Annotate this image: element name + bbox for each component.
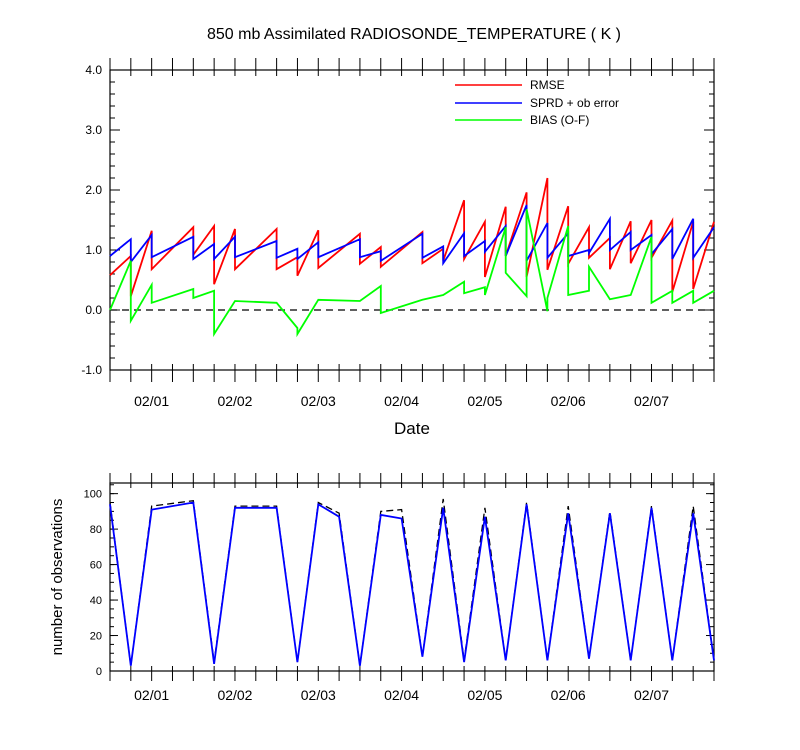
- y-tick-label: 40: [90, 595, 102, 607]
- plot-frame-1: [109, 482, 715, 672]
- bottom-chart-axes: 0 20 40 60 80 100 02/01 02/02 02/03 02/04 02/05 02/…: [84, 473, 715, 703]
- y-tick-label: 0.0: [85, 303, 102, 317]
- plot-frame-0: [109, 69, 715, 371]
- x-tick-label: 02/02: [217, 393, 252, 409]
- x-tick-label: 02/04: [384, 393, 419, 409]
- y-tick-label: 2.0: [85, 183, 102, 197]
- top-chart-series: [109, 177, 715, 338]
- x-tick-label: 02/05: [467, 687, 502, 703]
- y-tick-label: 0: [96, 666, 102, 678]
- y-tick-label: 3.0: [85, 123, 102, 137]
- x-tick-label: 02/05: [467, 393, 502, 409]
- x-tick-label: 02/06: [551, 393, 586, 409]
- y-tick-label: 20: [90, 631, 102, 643]
- top-chart-xlabel: Date: [394, 419, 430, 438]
- series-line-observations-assimilated-: [109, 501, 715, 666]
- x-tick-label: 02/01: [134, 687, 169, 703]
- top-chart-title: 850 mb Assimilated RADIOSONDE_TEMPERATUR…: [207, 26, 621, 43]
- series-line-sprd-ob-error: [109, 204, 715, 267]
- y-tick-label: 60: [90, 560, 102, 572]
- y-tick-label: 1.0: [85, 243, 102, 257]
- y-tick-label: 80: [90, 524, 102, 536]
- x-tick-label: 02/06: [551, 687, 586, 703]
- x-tick-label: 02/04: [384, 687, 419, 703]
- legend-bias-label: BIAS (O-F): [530, 113, 589, 127]
- legend: RMSE SPRD + ob error BIAS (O-F): [455, 78, 619, 127]
- x-tick-label: 02/03: [301, 393, 336, 409]
- legend-rmse-label: RMSE: [530, 78, 565, 92]
- bottom-chart-ylabel: number of observations: [49, 499, 66, 656]
- y-tick-label: 100: [84, 489, 102, 501]
- bottom-chart-series: [109, 498, 715, 666]
- x-tick-label: 02/02: [217, 687, 252, 703]
- series-line-bias-o-f-: [109, 209, 715, 338]
- top-chart-axes: -1.0 0.0 1.0 2.0 3.0 4.0 02/01 02/02 02/03 02/04 0…: [81, 58, 715, 409]
- legend-sprd-label: SPRD + ob error: [530, 96, 619, 110]
- series-line-rmse: [109, 177, 715, 297]
- y-tick-label: -1.0: [81, 363, 102, 377]
- x-tick-label: 02/03: [301, 687, 336, 703]
- x-tick-label: 02/07: [634, 687, 669, 703]
- x-tick-label: 02/07: [634, 393, 669, 409]
- x-tick-label: 02/01: [134, 393, 169, 409]
- y-tick-label: 4.0: [85, 63, 102, 77]
